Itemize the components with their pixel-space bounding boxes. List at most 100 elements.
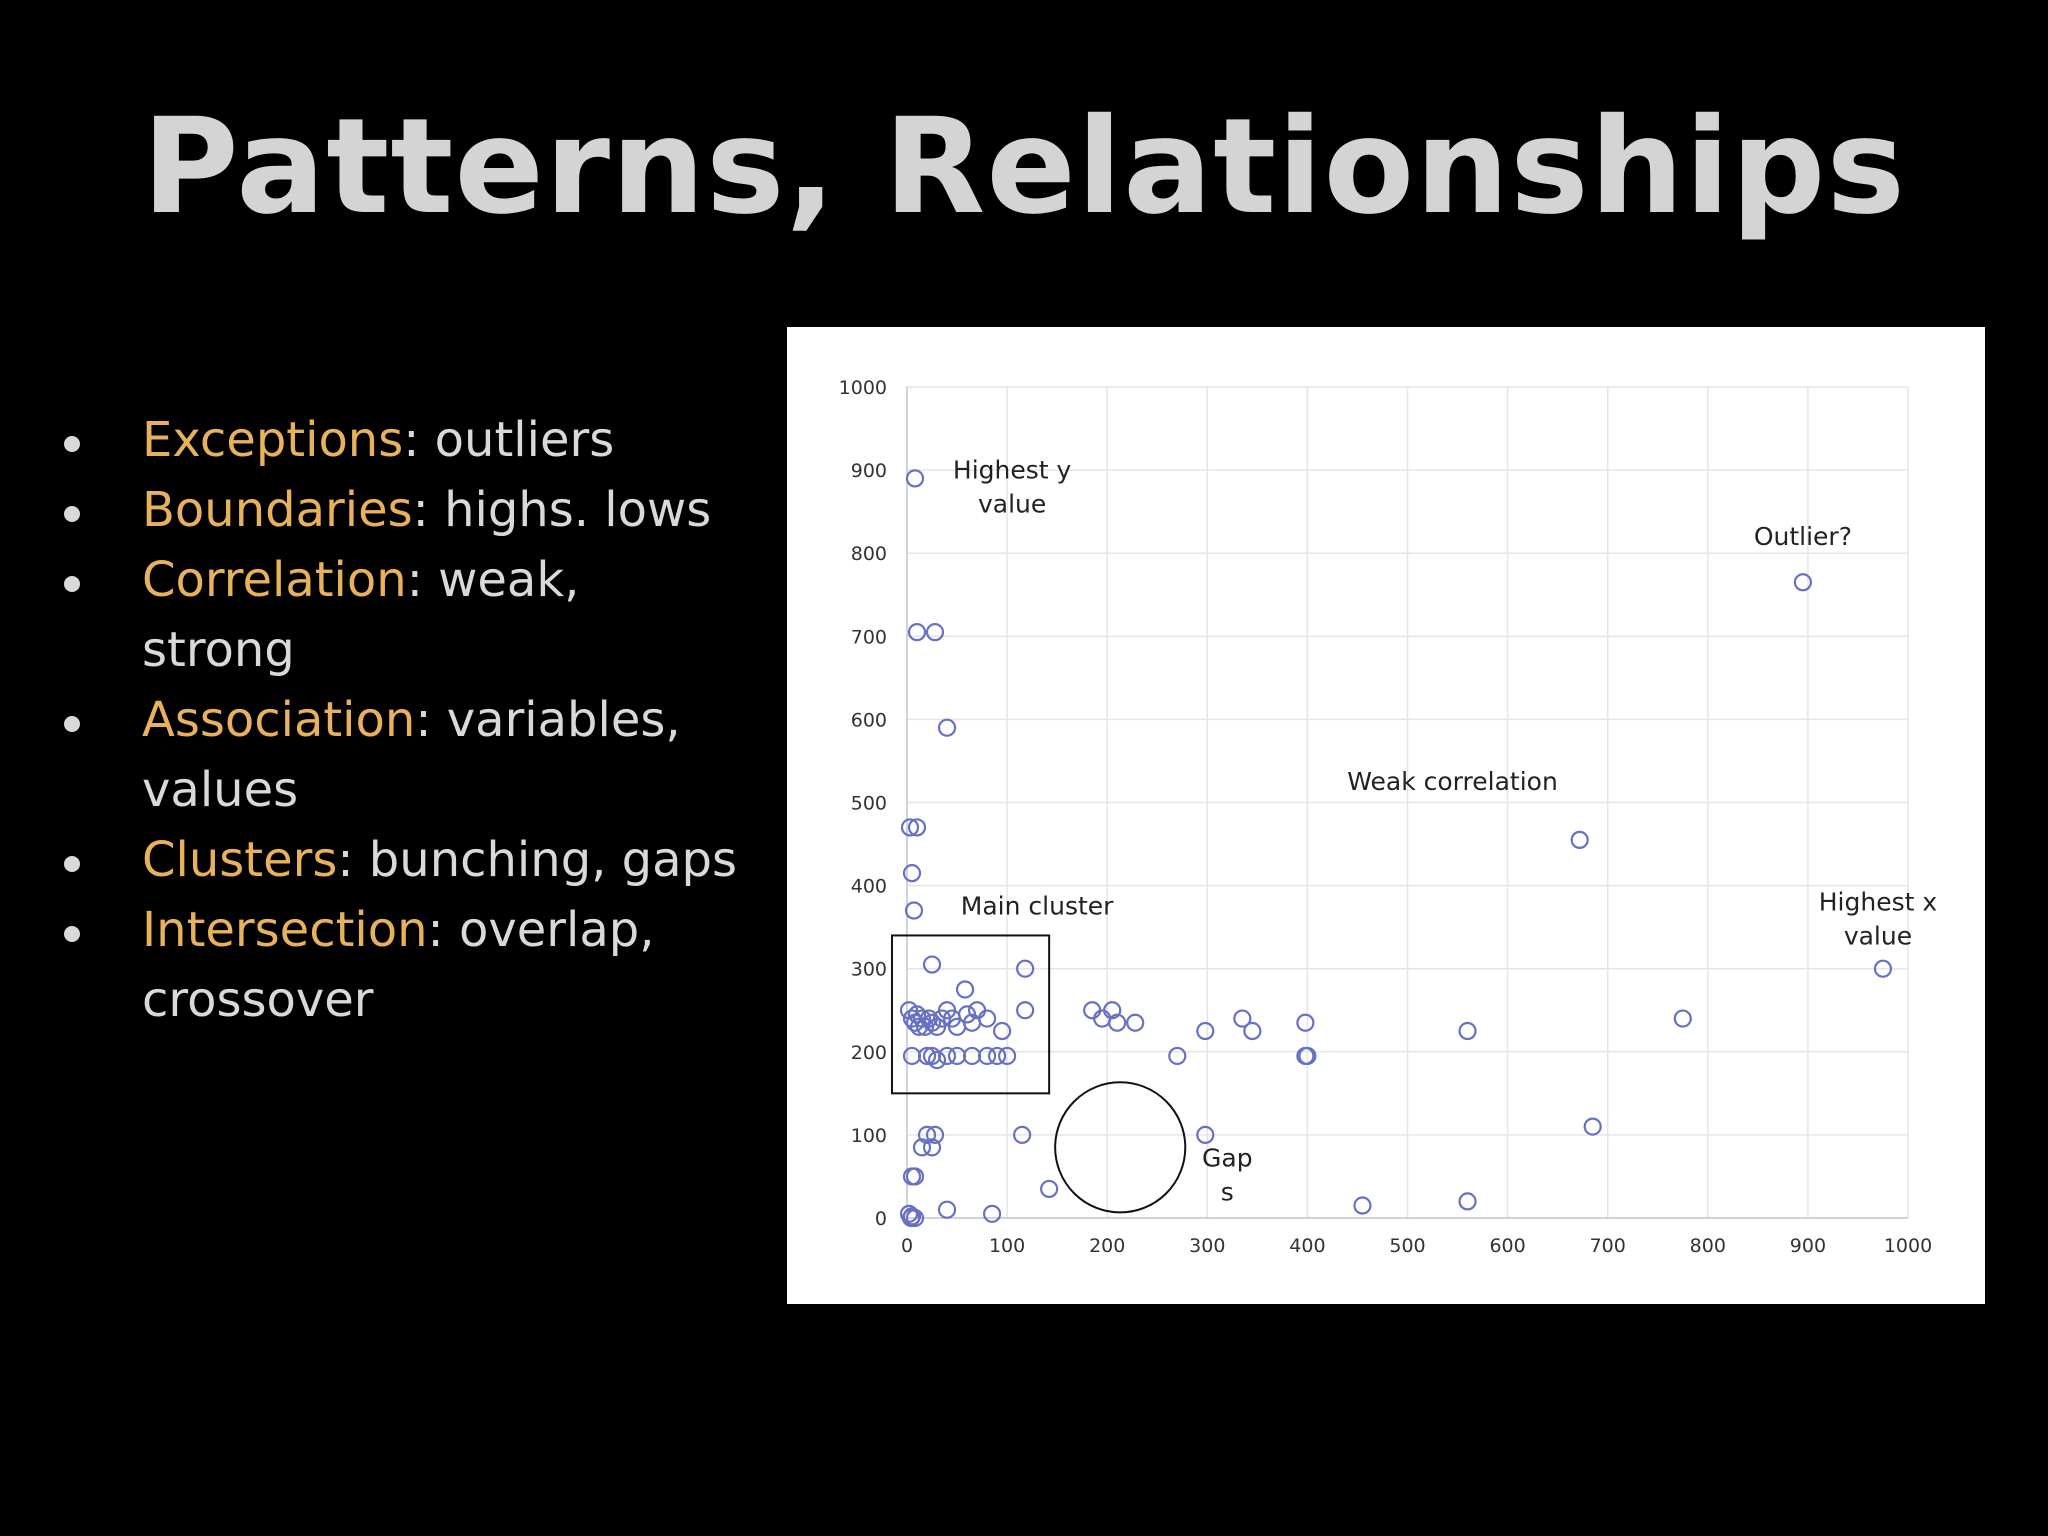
bullet-term: Boundaries: [142, 482, 413, 538]
x-tick-label: 0: [901, 1235, 913, 1257]
bullet-term: Exceptions: [142, 412, 404, 468]
y-tick-label: 600: [851, 709, 887, 731]
bullet-term: Correlation: [142, 552, 407, 608]
data-point: [1243, 1021, 1262, 1041]
data-point: [1873, 959, 1893, 978]
data-point: [998, 1046, 1017, 1066]
bullet-separator: :: [427, 902, 444, 958]
chart-annotation: Weak correlation: [1347, 767, 1558, 796]
bullet-dot-icon: [64, 576, 80, 592]
data-point: [917, 1046, 937, 1066]
bullet-separator: :: [403, 412, 420, 468]
bullet-term: Association: [142, 692, 416, 748]
data-point: [947, 1046, 967, 1066]
data-point: [917, 1125, 937, 1145]
bullet-dot-icon: [64, 506, 80, 522]
data-point: [905, 1167, 925, 1186]
data-point: [1196, 1021, 1215, 1041]
data-point: [904, 901, 924, 920]
bullet-text: highs. lows: [428, 482, 712, 538]
chart-annotation: value: [1844, 922, 1912, 951]
data-point: [1296, 1013, 1315, 1032]
cluster-box: [890, 934, 1051, 1095]
data-point: [912, 1009, 932, 1028]
data-point: [1458, 1021, 1477, 1041]
chart-annotation: s: [1221, 1177, 1234, 1206]
bullet-dot-icon: [64, 436, 80, 452]
bullet-association: Association: variables, values: [58, 685, 738, 825]
x-tick-label: 800: [1690, 1235, 1726, 1257]
bullet-separator: :: [337, 832, 354, 888]
gap-circle: [1054, 1081, 1187, 1214]
bullet-text: outliers: [419, 412, 615, 468]
bullet-separator: :: [412, 482, 429, 538]
scatter-chart: 0 100 200 300 400 500 600 700 800 900 1000 0 100 200 3…: [839, 377, 1938, 1257]
scatter-chart-panel: 0 100 200 300 400 500 600 700 800 900 1000 0 100 200 3…: [787, 327, 1985, 1304]
data-point: [912, 1138, 932, 1157]
x-tick-label: 900: [1790, 1235, 1826, 1257]
data-point: [1233, 1009, 1252, 1028]
slide-title: Patterns, Relationships: [141, 90, 1907, 244]
chart-annotation: value: [978, 489, 1046, 518]
data-point: [927, 1051, 947, 1070]
chart-annotation: Main cluster: [961, 892, 1114, 921]
chart-annotation: Highest y: [953, 455, 1072, 484]
chart-annotation: Highest x: [1819, 888, 1937, 917]
data-point: [955, 980, 975, 999]
x-tick-label: 400: [1289, 1235, 1325, 1257]
bullet-term: Intersection: [142, 902, 428, 958]
data-point: [1196, 1125, 1215, 1145]
bullet-dot-icon: [64, 926, 80, 942]
data-point: [922, 955, 942, 974]
y-tick-label: 300: [851, 959, 887, 981]
bullet-list: Exceptions: outliers Boundaries: highs. …: [58, 405, 738, 1035]
data-point: [1126, 1013, 1145, 1032]
bullet-clusters: Clusters: bunching, gaps: [58, 825, 738, 895]
bullet-intersection: Intersection: overlap, crossover: [58, 895, 738, 1035]
bullet-text: weak, strong: [142, 552, 580, 678]
bullet-exceptions: Exceptions: outliers: [58, 405, 738, 475]
data-point: [982, 1204, 1002, 1223]
data-point: [987, 1046, 1007, 1066]
x-tick-label: 600: [1489, 1235, 1525, 1257]
chart-annotation: Outlier?: [1754, 522, 1852, 551]
x-tick-label: 1000: [1884, 1235, 1932, 1257]
chart-annotation: Gap: [1202, 1143, 1253, 1172]
data-point: [922, 1013, 942, 1032]
y-tick-label: 800: [851, 543, 887, 565]
data-point: [900, 818, 920, 837]
data-point: [937, 1046, 957, 1066]
bullet-separator: :: [406, 552, 423, 608]
bullet-dot-icon: [64, 716, 80, 732]
bullet-boundaries: Boundaries: highs. lows: [58, 475, 738, 545]
data-point: [1108, 1013, 1127, 1032]
data-point: [1016, 959, 1035, 978]
data-point: [1583, 1117, 1602, 1136]
bullet-term: Clusters: [142, 832, 338, 888]
bullet-text: bunching, gaps: [353, 832, 738, 888]
bullet-text: variables, values: [142, 692, 681, 818]
x-tick-label: 100: [989, 1235, 1025, 1257]
data-point: [925, 1125, 945, 1145]
data-point: [992, 1021, 1012, 1041]
data-point: [907, 818, 927, 837]
data-point: [907, 623, 927, 642]
x-tick-label: 700: [1590, 1235, 1626, 1257]
data-point: [1103, 1001, 1122, 1020]
y-tick-label: 900: [851, 460, 887, 482]
data-point: [977, 1046, 997, 1066]
data-point: [1793, 573, 1812, 592]
data-point: [1083, 1001, 1102, 1020]
y-tick-label: 200: [851, 1042, 887, 1064]
data-point: [1013, 1125, 1032, 1145]
y-tick-label: 0: [875, 1208, 887, 1230]
data-point: [1458, 1192, 1477, 1211]
data-point: [902, 864, 922, 883]
y-tick-label: 100: [851, 1125, 887, 1147]
y-tick-label: 700: [851, 626, 887, 648]
y-tick-label: 500: [851, 793, 887, 815]
x-tick-label: 300: [1189, 1235, 1225, 1257]
data-point: [1570, 830, 1589, 849]
data-point: [1673, 1009, 1692, 1028]
data-point: [1353, 1196, 1372, 1215]
